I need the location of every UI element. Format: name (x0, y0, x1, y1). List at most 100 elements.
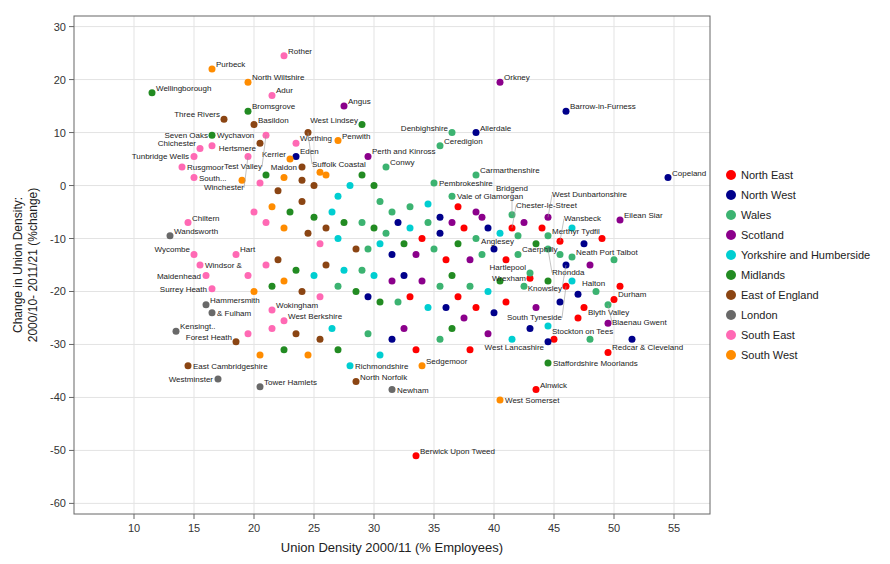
scatter-point (335, 137, 342, 144)
x-tick-label: 10 (128, 522, 140, 534)
scatter-point (425, 304, 432, 311)
x-tick-label: 50 (608, 522, 620, 534)
x-tick-label: 25 (308, 522, 320, 534)
legend-label: Yorkshire and Humberside (741, 249, 870, 261)
point-labels: Chester-le-StreetWansbeckHartlepoolSouth… (132, 47, 707, 456)
scatter-point (569, 277, 576, 284)
x-tick (254, 514, 255, 519)
point-label: Copeland (672, 169, 706, 178)
scatter-point (311, 214, 318, 221)
point-label: Hertsmere (219, 144, 257, 153)
scatter-point (299, 288, 306, 295)
grid-line (434, 16, 435, 514)
point-label: Barrow-in-Furness (570, 102, 636, 111)
scatter-point (251, 288, 258, 295)
grid-line (74, 26, 710, 27)
scatter-point (311, 182, 318, 189)
scatter-point (431, 179, 438, 186)
point-label: Angus (348, 97, 371, 106)
scatter-point (263, 171, 270, 178)
scatter-point (413, 452, 420, 459)
scatter-point (389, 251, 396, 258)
point-label: Basildon (258, 116, 289, 125)
point-label: Hartlepool (490, 263, 527, 272)
scatter-point (575, 291, 582, 298)
scatter-point (401, 240, 408, 247)
scatter-point (407, 293, 414, 300)
legend-marker (726, 350, 736, 360)
scatter-point (449, 193, 456, 200)
scatter-point (263, 262, 270, 269)
y-tick-label: 0 (60, 180, 66, 192)
scatter-point (545, 322, 552, 329)
scatter-point (545, 338, 552, 345)
scatter-point (401, 272, 408, 279)
point-label: Sedgemoor (426, 357, 468, 366)
scatter-point (437, 283, 444, 290)
scatter-point (455, 240, 462, 247)
point-label: Test Valley (224, 162, 262, 171)
point-label: Durham (618, 290, 647, 299)
scatter-point (413, 346, 420, 353)
label-leader (562, 286, 566, 318)
y-tick-label: -50 (50, 444, 66, 456)
scatter-point (245, 108, 252, 115)
scatter-point (197, 145, 204, 152)
scatter-point (389, 336, 396, 343)
scatter-point (569, 254, 576, 261)
scatter-point (245, 272, 252, 279)
scatter-point (365, 246, 372, 253)
scatter-point (473, 304, 480, 311)
x-tick-label: 40 (488, 522, 500, 534)
point-label: West Lindsey (310, 116, 358, 125)
point-label: Rother (288, 47, 312, 56)
x-axis-label: Union Density 2000/11 (% Employees) (281, 540, 503, 555)
point-label: Halton (582, 279, 605, 288)
point-label: Pembrokeshire (439, 179, 493, 188)
y-tick (69, 132, 74, 133)
point-label: Rhondda (552, 268, 585, 277)
x-tick (374, 514, 375, 519)
scatter-point (467, 256, 474, 263)
y-tick (69, 397, 74, 398)
scatter-point (563, 108, 570, 115)
y-tick (69, 291, 74, 292)
scatter-point (185, 219, 192, 226)
y-tick (69, 344, 74, 345)
scatter-point (485, 288, 492, 295)
scatter-point (587, 336, 594, 343)
scatter-point (251, 121, 258, 128)
point-label: Kensingt.. (180, 322, 216, 331)
point-label: Worthing (300, 134, 332, 143)
scatter-point (437, 214, 444, 221)
point-label: Westminster (169, 375, 214, 384)
scatter-point (281, 277, 288, 284)
scatter-point (407, 224, 414, 231)
point-label: Surrey Heath (160, 285, 207, 294)
point-label: Wansbeck (564, 214, 602, 223)
scatter-point (617, 216, 624, 223)
scatter-point (365, 293, 372, 300)
scatter-point (533, 304, 540, 311)
scatter-point (317, 240, 324, 247)
scatter-point (377, 198, 384, 205)
scatter-point (395, 299, 402, 306)
grid-line (134, 16, 135, 514)
point-label: Eilean Siar (624, 211, 663, 220)
point-label: North Norfolk (360, 373, 408, 382)
scatter-point (503, 256, 510, 263)
point-label: Penwith (342, 132, 370, 141)
scatter-point (347, 182, 354, 189)
point-label: Merthyr Tydfil (552, 227, 600, 236)
point-label: Orkney (504, 73, 530, 82)
y-tick-label: -20 (50, 285, 66, 297)
point-label: Purbeck (216, 60, 246, 69)
legend-label: East of England (741, 289, 819, 301)
scatter-point (449, 272, 456, 279)
grid-line (74, 503, 710, 504)
scatter-point (287, 209, 294, 216)
scatter-point (419, 277, 426, 284)
y-tick (69, 79, 74, 80)
point-label: Winchester (204, 183, 244, 192)
scatter-point (245, 79, 252, 86)
